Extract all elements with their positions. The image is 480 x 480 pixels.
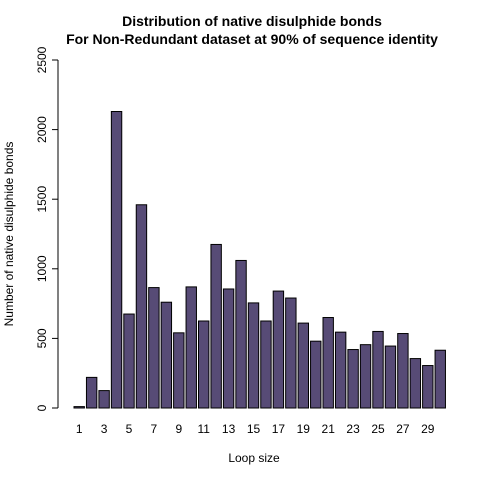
bar-loop-26 [384, 345, 397, 409]
y-axis-label: Number of native disulphide bonds [2, 142, 16, 327]
y-tick-label: 500 [35, 328, 49, 348]
bars [73, 111, 446, 409]
chart-title: Distribution of native disulphide bonds [122, 13, 382, 29]
y-tick-label: 0 [35, 404, 49, 411]
bar-loop-14 [235, 259, 247, 409]
bar-loop-6 [135, 204, 148, 409]
x-tick-label: 9 [175, 422, 182, 436]
bar-loop-30 [434, 349, 446, 409]
x-axis: 1 3 5 7 9 11 13 15 17 19 21 23 25 27 29 [76, 422, 435, 436]
x-tick-label: 23 [346, 422, 360, 436]
bar-loop-18 [285, 297, 297, 409]
bar-loop-13 [222, 288, 235, 409]
y-tick-label: 2500 [35, 46, 49, 73]
bar-loop-2 [85, 376, 98, 409]
x-tick-label: 5 [126, 422, 133, 436]
x-tick-label: 19 [297, 422, 311, 436]
bar-loop-7 [148, 287, 160, 409]
bar-loop-25 [372, 330, 384, 409]
x-axis-label: Loop size [228, 451, 280, 465]
bar-loop-5 [123, 313, 135, 409]
x-tick-label: 27 [396, 422, 410, 436]
x-tick-label: 7 [151, 422, 158, 436]
bar-loop-12 [210, 243, 222, 409]
bar-loop-24 [359, 344, 372, 409]
chart-subtitle: For Non-Redundant dataset at 90% of sequ… [66, 31, 438, 47]
bar-loop-4 [110, 111, 123, 409]
x-tick-label: 29 [421, 422, 435, 436]
x-tick-label: 13 [222, 422, 236, 436]
bar-loop-8 [160, 301, 173, 409]
bar-loop-21 [322, 317, 334, 409]
bar-loop-23 [347, 349, 359, 409]
bar-loop-11 [198, 320, 210, 409]
x-tick-label: 11 [197, 422, 210, 436]
y-tick-label: 2000 [35, 116, 49, 143]
bar-loop-27 [397, 333, 409, 409]
x-tick-label: 21 [322, 422, 336, 436]
bar-loop-20 [310, 340, 322, 409]
bar-loop-10 [185, 286, 197, 409]
bar-loop-19 [297, 322, 310, 409]
bar-loop-9 [173, 332, 185, 409]
bar-loop-1 [73, 406, 85, 409]
y-tick-label: 1000 [35, 255, 49, 282]
bar-loop-29 [422, 365, 434, 409]
x-tick-label: 15 [247, 422, 261, 436]
bar-loop-17 [272, 290, 285, 409]
x-tick-label: 3 [101, 422, 108, 436]
bar-loop-15 [247, 302, 260, 409]
x-tick-label: 25 [371, 422, 385, 436]
bar-loop-22 [334, 331, 347, 409]
bar-loop-3 [98, 390, 110, 409]
x-tick-label: 1 [76, 422, 83, 436]
y-tick-label: 1500 [35, 186, 49, 213]
y-axis: 0 500 1000 1500 2000 2500 [35, 46, 59, 411]
bar-loop-16 [260, 320, 272, 409]
x-tick-label: 17 [272, 422, 286, 436]
bar-loop-28 [409, 358, 422, 409]
